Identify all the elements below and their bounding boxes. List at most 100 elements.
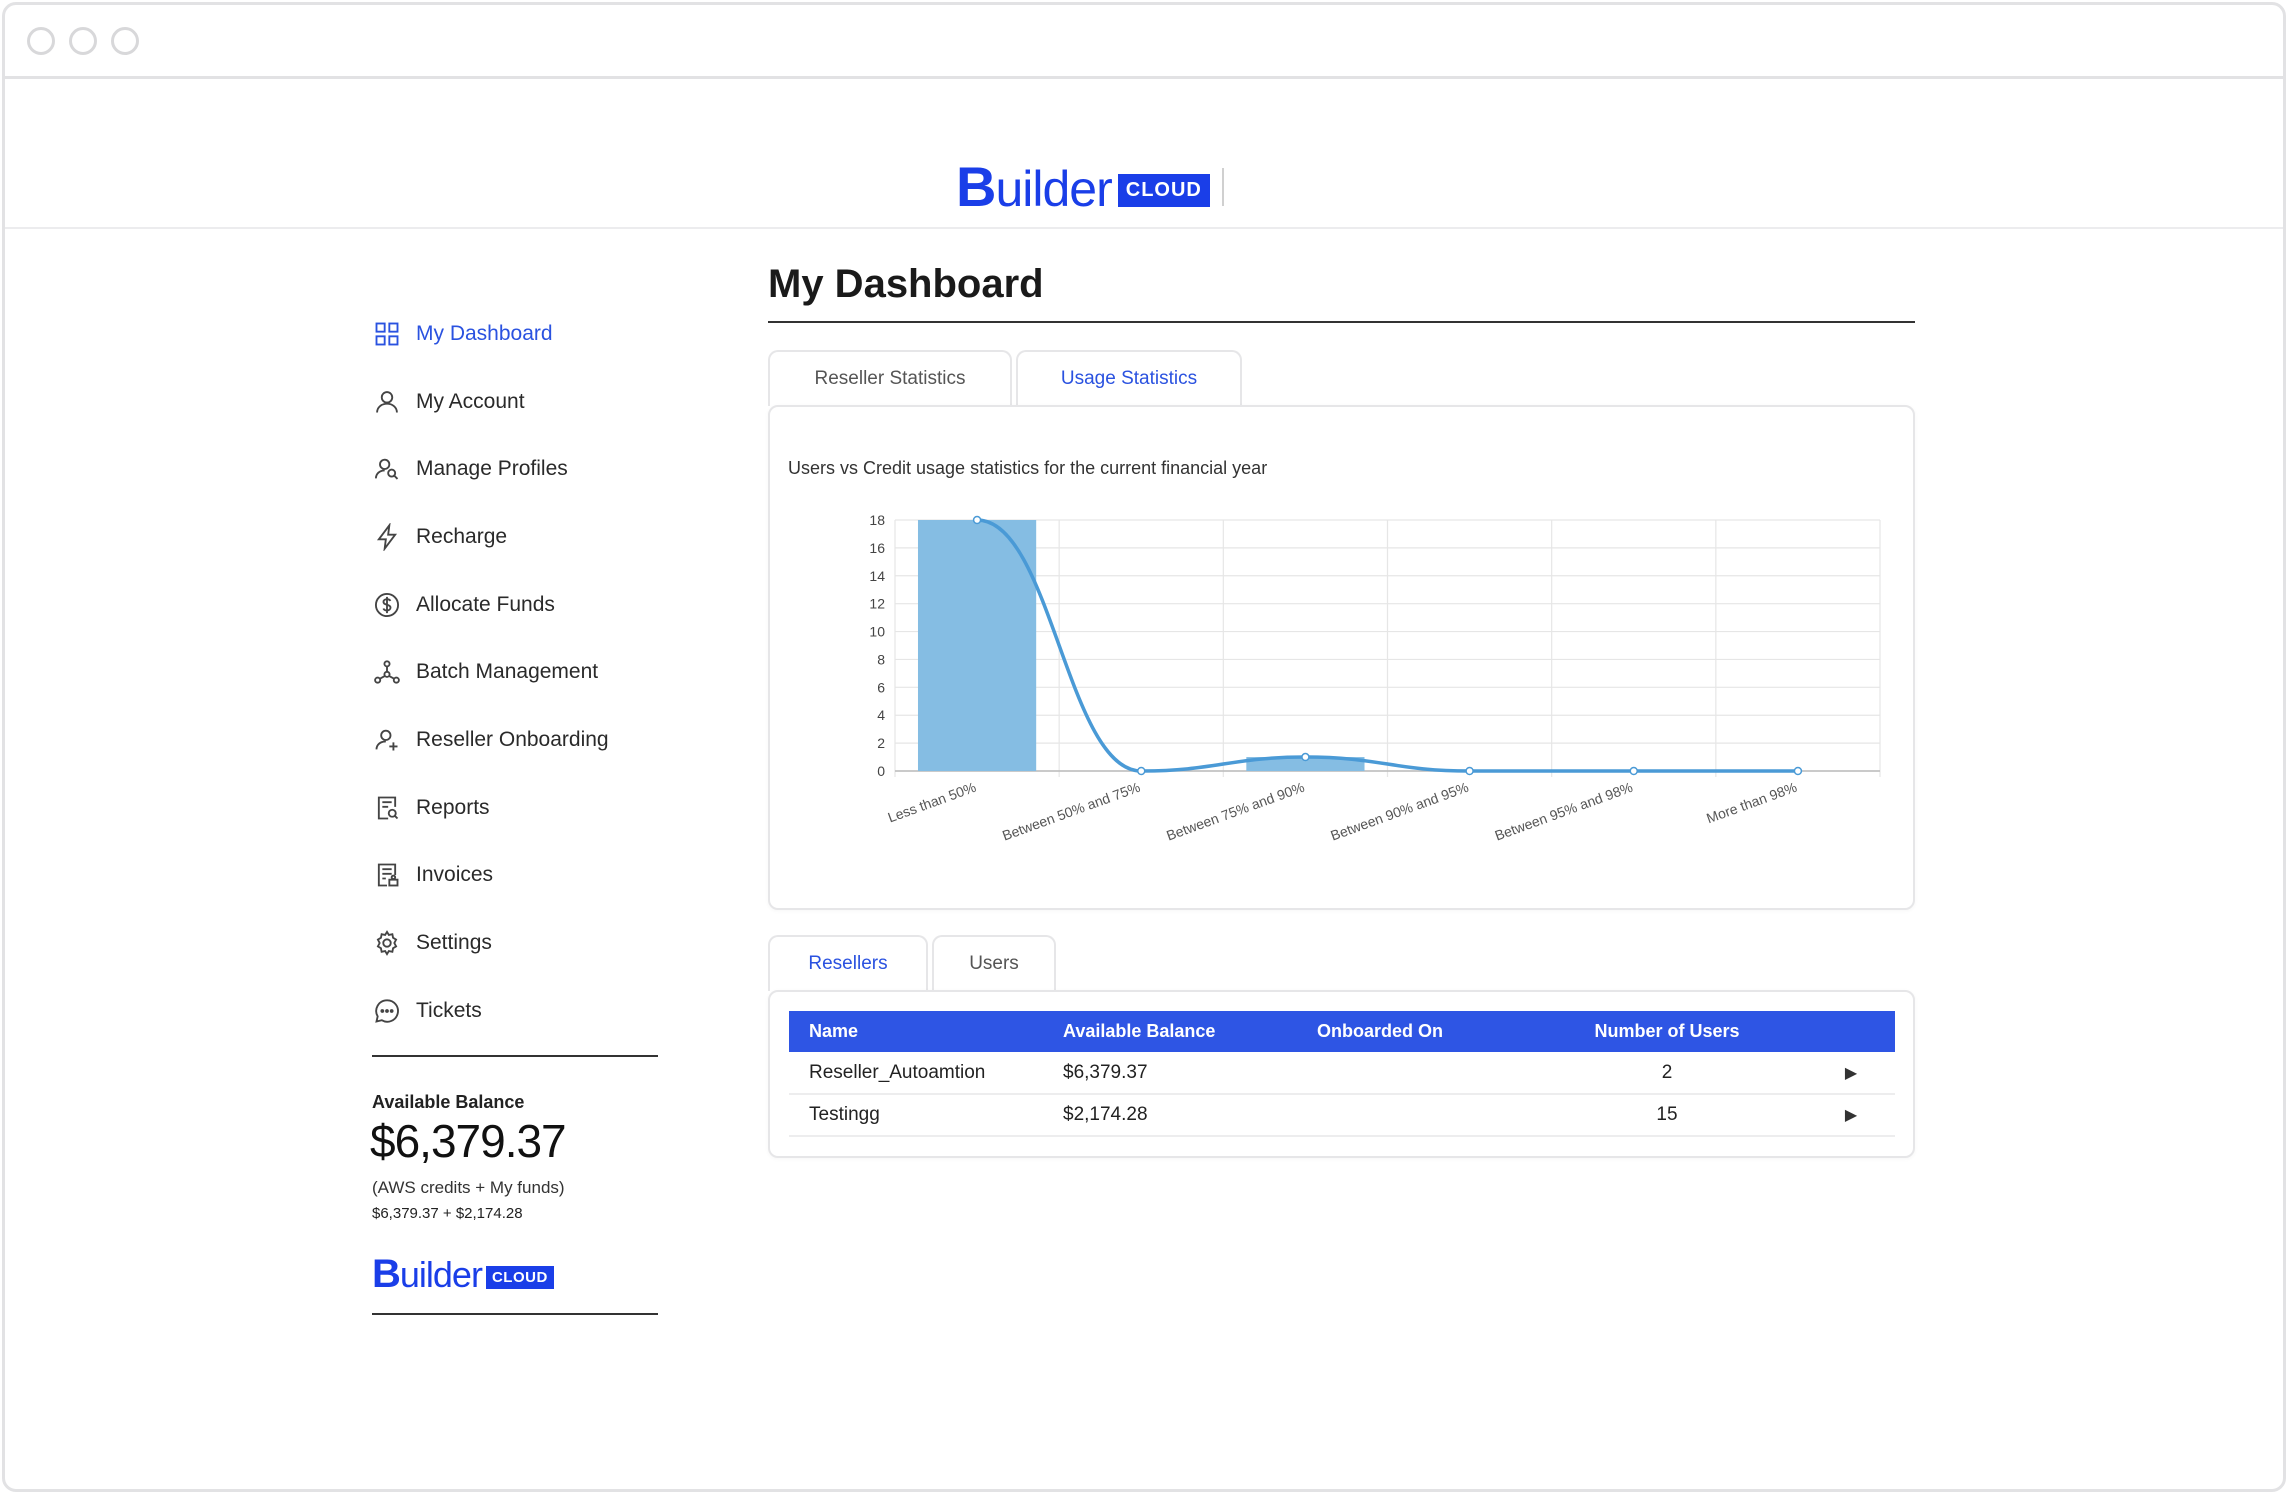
y-tick-label: 18 (869, 512, 885, 528)
stat-tabs: Reseller Statistics Usage Statistics (768, 350, 1246, 406)
tab-usage-statistics[interactable]: Usage Statistics (1016, 350, 1242, 406)
header-logo[interactable]: Builder CLOUD (956, 154, 1224, 219)
sidebar-item-my-dashboard[interactable]: My Dashboard (372, 300, 658, 368)
sidebar-item-my-account[interactable]: My Account (372, 368, 658, 436)
x-tick-label: Less than 50% (886, 779, 979, 826)
cell-name: Testingg (789, 1094, 1043, 1137)
sidebar-item-label: Manage Profiles (416, 457, 568, 481)
network-icon (372, 657, 402, 687)
balance-amount: $6,379.37 (370, 1115, 567, 1167)
logo-initial: B (372, 1252, 401, 1296)
column-header-onboarded[interactable]: Onboarded On (1297, 1011, 1527, 1052)
tab-reseller-statistics[interactable]: Reseller Statistics (768, 350, 1012, 406)
table-row[interactable]: Testingg $2,174.28 15 ▶ (789, 1094, 1895, 1137)
users-search-icon (372, 454, 402, 484)
sidebar-item-batch-management[interactable]: Batch Management (372, 638, 658, 706)
bar (917, 520, 1037, 771)
sidebar-item-label: My Dashboard (416, 321, 553, 345)
cell-name: Reseller_Autoamtion (789, 1052, 1043, 1095)
x-tick-label: Between 50% and 75% (1000, 779, 1142, 844)
sidebar-nav: My Dashboard My Account Manage Profiles … (372, 300, 658, 1045)
row-expand-icon[interactable]: ▶ (1807, 1052, 1895, 1095)
app-header (5, 79, 2283, 229)
column-header-name[interactable]: Name (789, 1011, 1043, 1052)
cell-onboarded (1297, 1094, 1527, 1137)
sidebar-item-reseller-onboarding[interactable]: Reseller Onboarding (372, 706, 658, 774)
data-point (972, 515, 982, 525)
sidebar-item-label: Invoices (416, 863, 494, 887)
x-tick-label: Between 95% and 98% (1493, 779, 1635, 844)
cell-users: 15 (1527, 1094, 1807, 1137)
sidebar-item-allocate-funds[interactable]: Allocate Funds (372, 571, 658, 639)
list-tabs: Resellers Users (768, 935, 1060, 991)
sidebar-item-label: Reports (416, 795, 490, 819)
column-header-actions (1807, 1011, 1895, 1052)
sidebar-item-manage-profiles[interactable]: Manage Profiles (372, 435, 658, 503)
chat-icon (372, 996, 402, 1026)
sidebar-divider-bottom (372, 1313, 658, 1315)
logo-separator (1221, 167, 1224, 206)
lightning-icon (372, 522, 402, 552)
sidebar-item-recharge[interactable]: Recharge (372, 503, 658, 571)
gear-icon (372, 928, 402, 958)
balance-label: Available Balance (372, 1092, 525, 1112)
sidebar-item-invoices[interactable]: Invoices (372, 842, 658, 910)
data-point (1793, 766, 1803, 776)
report-icon (372, 793, 402, 823)
sidebar-item-label: Recharge (416, 524, 508, 548)
tab-users[interactable]: Users (932, 935, 1056, 991)
sidebar-item-label: Settings (416, 931, 492, 955)
usage-chart: 0 2 4 6 8 10 12 14 16 18 Less than 50% Between 50% … (869, 512, 1881, 844)
dollar-circle-icon (372, 590, 402, 620)
data-point (1629, 766, 1638, 776)
chart-description: Users vs Credit usage statistics for the… (788, 458, 1268, 478)
user-add-icon (372, 725, 402, 755)
y-tick-label: 14 (869, 568, 885, 584)
tab-resellers[interactable]: Resellers (768, 935, 928, 991)
logo-word: uilder (399, 1254, 483, 1295)
cell-users: 2 (1527, 1052, 1807, 1095)
sidebar-divider (372, 1055, 658, 1057)
bar (1246, 757, 1365, 771)
sidebar-item-tickets[interactable]: Tickets (372, 977, 658, 1045)
sidebar-item-label: My Account (416, 389, 525, 413)
sidebar-item-label: Reseller Onboarding (416, 727, 609, 751)
sidebar-item-label: Batch Management (416, 660, 599, 684)
logo-badge: CLOUD (485, 1266, 554, 1289)
y-tick-label: 10 (869, 624, 885, 640)
logo-badge: CLOUD (1117, 174, 1210, 207)
data-point (1137, 766, 1146, 776)
x-tick-label: More than 98% (1704, 779, 1799, 827)
sidebar-item-reports[interactable]: Reports (372, 774, 658, 842)
cell-balance: $6,379.37 (1043, 1052, 1297, 1095)
sidebar-item-settings[interactable]: Settings (372, 909, 658, 977)
logo-word: uilder (995, 161, 1112, 217)
sidebar-item-label: Tickets (416, 998, 482, 1022)
data-point (1301, 752, 1310, 762)
window-maximize-button[interactable] (111, 27, 139, 55)
title-divider (768, 321, 1915, 323)
cell-balance: $2,174.28 (1043, 1094, 1297, 1137)
column-header-users[interactable]: Number of Users (1527, 1011, 1807, 1052)
window-close-button[interactable] (27, 27, 55, 55)
column-header-balance[interactable]: Available Balance (1043, 1011, 1297, 1052)
y-tick-label: 2 (877, 735, 885, 751)
table-row[interactable]: Reseller_Autoamtion $6,379.37 2 ▶ (789, 1052, 1895, 1095)
sidebar-logo: Builder CLOUD (372, 1252, 554, 1297)
y-tick-label: 6 (877, 679, 885, 695)
balance-note: (AWS credits + My funds) (372, 1178, 565, 1197)
row-expand-icon[interactable]: ▶ (1807, 1094, 1895, 1137)
y-tick-label: 16 (869, 540, 885, 556)
grid-icon (372, 319, 402, 349)
invoice-icon (372, 860, 402, 890)
y-tick-label: 8 (877, 651, 885, 667)
balance-breakdown: $6,379.37 + $2,174.28 (372, 1205, 523, 1222)
x-tick-label: Between 90% and 95% (1328, 779, 1470, 844)
user-icon (372, 387, 402, 417)
resellers-table: Name Available Balance Onboarded On Numb… (789, 1011, 1895, 1137)
window-titlebar (5, 5, 2283, 79)
y-tick-label: 4 (877, 707, 885, 723)
window-minimize-button[interactable] (69, 27, 97, 55)
page-title: My Dashboard (768, 262, 1044, 306)
x-tick-label: Between 75% and 90% (1164, 779, 1306, 844)
